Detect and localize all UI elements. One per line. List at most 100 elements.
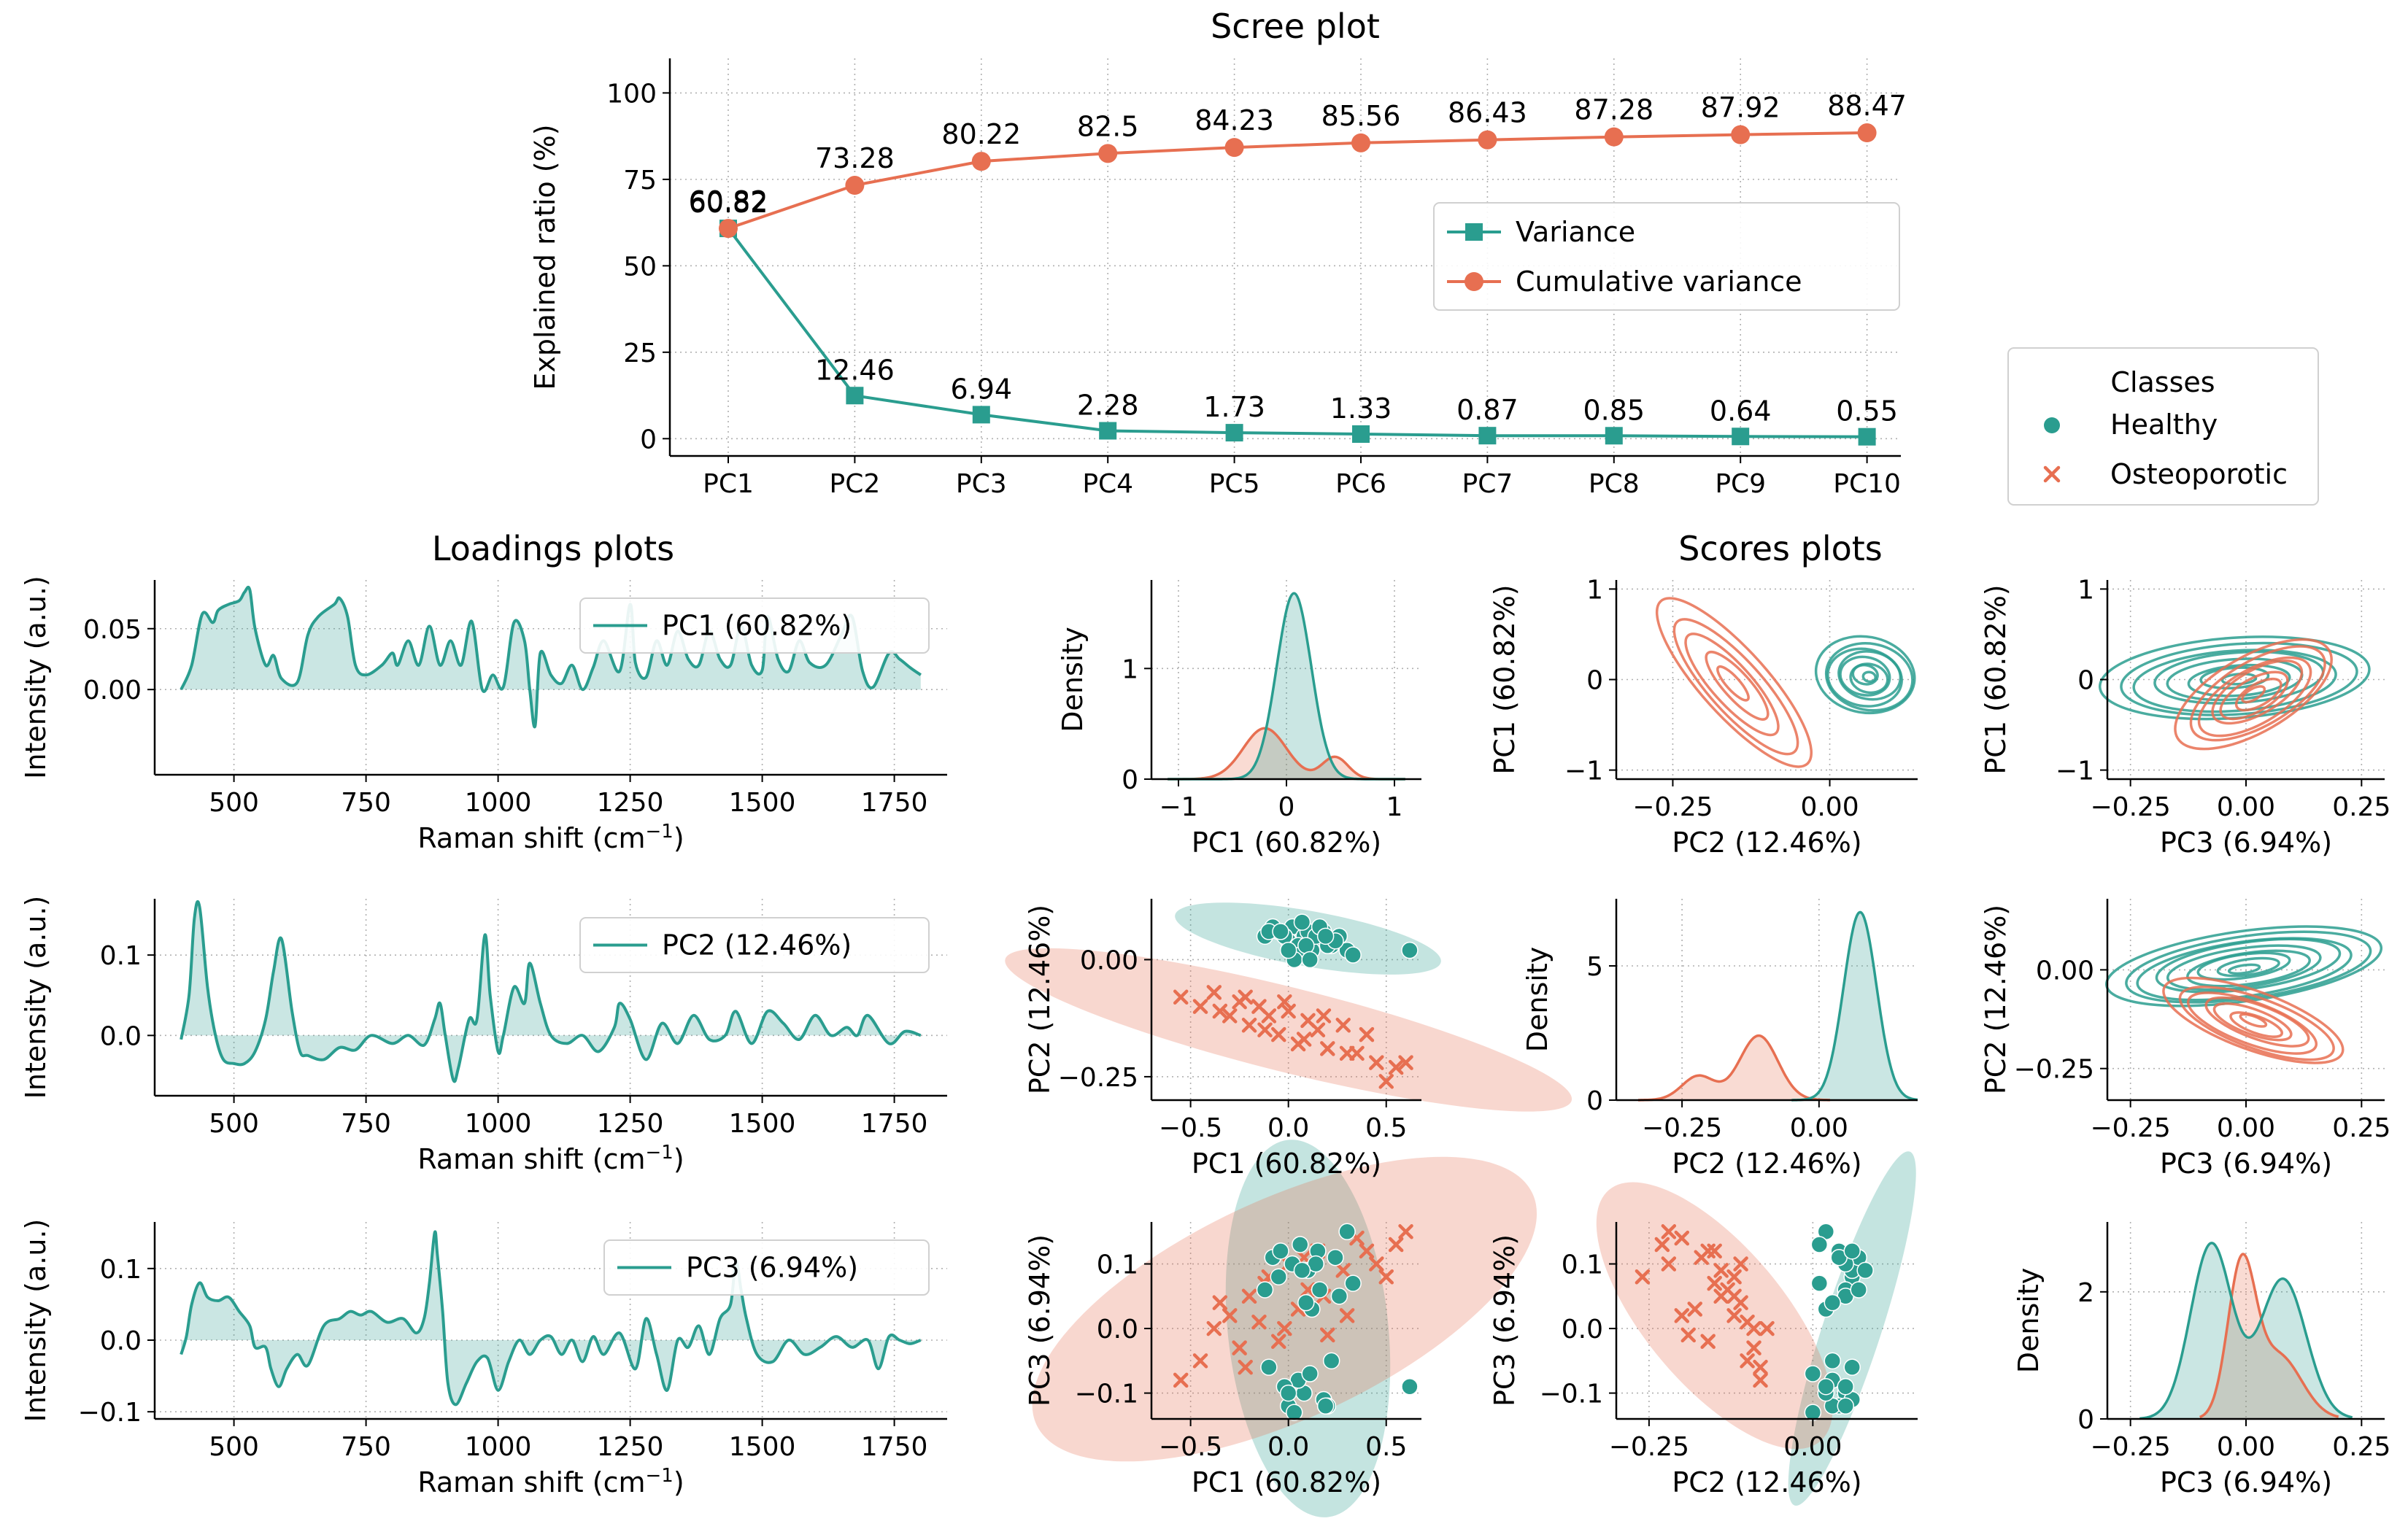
- loading-panel-3-ytick-label: 0.1: [100, 1255, 142, 1285]
- scree-cumulative-point: [845, 176, 865, 196]
- score-panel-k23-healthy-contour: [2196, 951, 2291, 981]
- score-panel-s31-ytick-label: −0.1: [1075, 1380, 1138, 1409]
- scree-data-label: 0.55: [1836, 395, 1898, 428]
- loading-panel-2-xtick-label: 1750: [861, 1109, 928, 1139]
- scree-ytick-label: 100: [606, 79, 657, 109]
- scree-data-label: 0.85: [1583, 394, 1645, 426]
- scree-xtick-label-PC5: PC5: [1209, 469, 1260, 499]
- score-panel-k23-osteoporotic-contour: [2178, 986, 2335, 1061]
- score-panel-s32-y-axis-label: PC3 (6.94%): [1489, 1234, 1521, 1407]
- score-panel-k13-ytick-label: 0: [2077, 666, 2094, 696]
- loading-panel-3-ytick-label: −0.1: [78, 1398, 142, 1428]
- score-panel-d11-y-axis-label: Density: [1057, 627, 1089, 732]
- scree-data-label: 0.64: [1710, 395, 1772, 427]
- score-panel-s32-osteoporotic-point: [1753, 1359, 1768, 1375]
- score-panel-s31-xtick-label: 0.5: [1365, 1432, 1407, 1462]
- score-panel-s32-osteoporotic-point: [1733, 1256, 1748, 1272]
- classes-legend-title: Classes: [2110, 366, 2215, 398]
- scree-cumulative-point: [1731, 125, 1751, 144]
- score-panel-s21-osteoporotic-point: [1261, 1008, 1277, 1024]
- score-panel-s32-osteoporotic-point: [1700, 1334, 1716, 1350]
- loading-panel-3-xtick-label: 750: [341, 1432, 391, 1462]
- scree-series-line-cumulative: [728, 131, 1867, 230]
- loading-panel-2-x-axis-label-main: Raman shift (cm: [417, 1143, 645, 1175]
- scree-y-axis-label: Explained ratio (%): [529, 124, 561, 390]
- score-panel-s21-osteoporotic-point: [1192, 999, 1208, 1014]
- score-panel-s21-osteoporotic-ellipse: [1005, 948, 1572, 1112]
- score-panel-s32-osteoporotic-point: [1726, 1308, 1742, 1323]
- score-panel-s21-xtick-label: −0.5: [1159, 1113, 1222, 1143]
- score-panel-d22-y-axis-label: Density: [1521, 947, 1554, 1052]
- score-panel-s21-osteoporotic-point: [1320, 1041, 1335, 1056]
- loading-panel-2-y-axis-label: Intensity (a.u.): [20, 896, 52, 1099]
- score-panel-d33-x-axis-label: PC3 (6.94%): [2160, 1466, 2332, 1498]
- scree-ytick-label: 50: [623, 252, 657, 282]
- score-panel-s32-healthy-point: [1810, 1236, 1829, 1253]
- scree-variance-point: [972, 406, 990, 424]
- loading-panel-3-ytick-label: 0.0: [100, 1326, 142, 1356]
- marks-layer: [719, 123, 1877, 1421]
- loading-panel-2-xtick-label: 1000: [465, 1109, 532, 1139]
- score-panel-s32-osteoporotic-point: [1700, 1243, 1716, 1259]
- loading-panel-1-ytick-label: 0.00: [83, 676, 142, 705]
- loading-panel-2-xtick-label: 750: [341, 1109, 391, 1139]
- scree-data-label: 60.82: [689, 187, 768, 219]
- score-panel-s21-osteoporotic-point: [1388, 1059, 1404, 1075]
- score-panel-s31-osteoporotic-point: [1339, 1308, 1355, 1323]
- score-panel-s31-osteoporotic-point: [1241, 1288, 1257, 1304]
- classes-legend-osteoporotic-marker: [2043, 465, 2061, 483]
- score-panel-k12-osteoporotic-contour: [1672, 618, 1799, 756]
- scree-variance-point: [1605, 427, 1623, 445]
- scree-title: Scree plot: [1211, 7, 1380, 46]
- loading-panel-3-y-axis-label: Intensity (a.u.): [20, 1219, 52, 1423]
- scree-variance-point: [1732, 428, 1750, 446]
- scree-series-line-variance: [727, 227, 1867, 438]
- scree-data-label: 87.28: [1574, 94, 1653, 126]
- classes-legend-box: [2007, 347, 2319, 506]
- score-panel-d11-ytick-label: 1: [1122, 654, 1138, 684]
- score-panel-s31-healthy-point: [1256, 1281, 1274, 1299]
- score-panel-k13-osteoporotic-contour: [2219, 670, 2289, 721]
- score-panel-d33-xtick-label: 0.00: [2217, 1432, 2275, 1462]
- loading-panel-2-x-axis-label: Raman shift (cm−1): [417, 1142, 684, 1175]
- scree-data-label: 85.56: [1321, 100, 1401, 132]
- score-panel-k12-y-axis-label: PC1 (60.82%): [1489, 584, 1521, 774]
- score-panel-s31-osteoporotic-point: [1222, 1308, 1238, 1323]
- scree-data-label: 12.46: [815, 354, 895, 386]
- loading-panel-1-xtick-label: 1250: [597, 788, 664, 818]
- scree-data-label: 84.23: [1195, 104, 1274, 136]
- score-panel-d33-ytick-label: 2: [2077, 1278, 2094, 1308]
- score-panel-s31-osteoporotic-point: [1398, 1224, 1413, 1239]
- scree-data-label: 2.28: [1077, 389, 1139, 421]
- score-panel-s21-healthy-point: [1344, 946, 1362, 964]
- scree-data-label: 80.22: [941, 118, 1021, 150]
- loading-panel-2-ytick-label: 0.1: [100, 941, 142, 971]
- score-panel-s21-ytick-label: −0.25: [1058, 1063, 1138, 1093]
- scree-xtick-label-PC2: PC2: [830, 469, 881, 499]
- loading-panel-3-x-axis-label-exponent: −1: [646, 1465, 674, 1487]
- score-panel-k13-osteoporotic-contour: [2189, 645, 2326, 742]
- score-panel-s32-osteoporotic-point: [1654, 1237, 1670, 1253]
- scree-variance-point: [1099, 422, 1117, 440]
- loading-panel-1-x-axis-label-end: ): [674, 822, 684, 854]
- score-panel-k23-osteoporotic-contour: [2229, 1011, 2283, 1038]
- score-panel-d22-healthy-density-fill: [1791, 912, 1918, 1100]
- scree-cumulative-point: [1224, 138, 1244, 158]
- score-panel-s32-healthy-point: [1850, 1281, 1867, 1299]
- score-panel-s31-ytick-label: 0.0: [1097, 1315, 1138, 1345]
- score-panel-k12-ytick-label: 0: [1586, 666, 1603, 696]
- score-panel-s32-xtick-label: −0.25: [1609, 1432, 1689, 1462]
- score-panel-k23-osteoporotic-contour: [2239, 1013, 2268, 1028]
- loading-panel-1-xtick-label: 1500: [729, 788, 796, 818]
- score-panel-s31-healthy-point: [1297, 1293, 1315, 1312]
- score-panel-s32-healthy-point: [1837, 1397, 1854, 1415]
- score-panel-s31-osteoporotic-point: [1192, 1353, 1208, 1369]
- score-panel-k23-osteoporotic-contour: [2204, 996, 2310, 1048]
- score-panel-s21-osteoporotic-point: [1339, 1045, 1355, 1061]
- scree-xtick-label-PC7: PC7: [1462, 469, 1513, 499]
- score-panel-s31-healthy-point: [1270, 1268, 1288, 1285]
- score-panel-s31-osteoporotic-point: [1271, 1334, 1286, 1350]
- score-panel-k12-ytick-label: 1: [1586, 575, 1603, 605]
- scree-data-label: 86.43: [1448, 97, 1527, 129]
